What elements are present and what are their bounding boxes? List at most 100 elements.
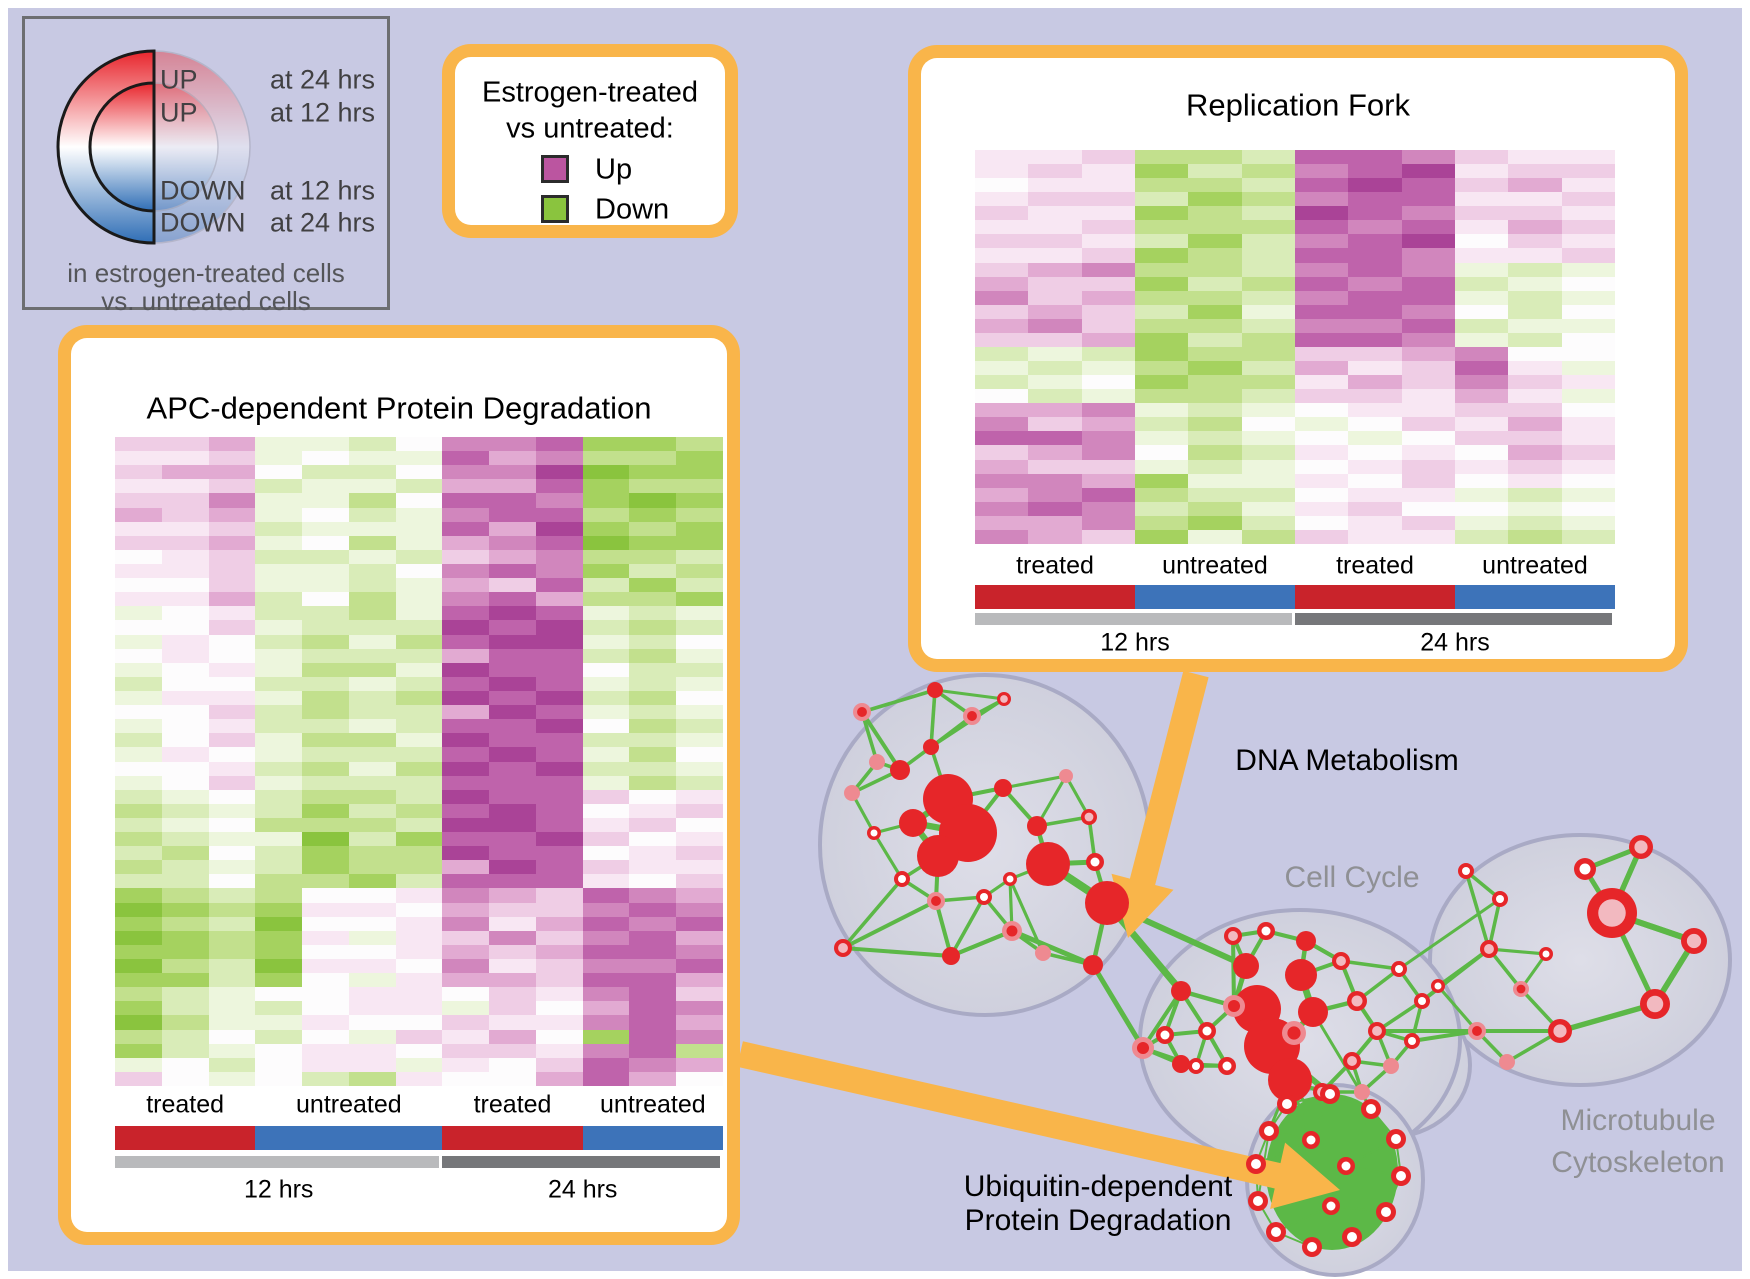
heatmap-cell	[348, 437, 396, 452]
heatmap-cell	[395, 832, 443, 847]
heatmap-cell	[208, 507, 256, 522]
heatmap-cell	[535, 1001, 583, 1016]
heatmap-cell	[1241, 248, 1295, 263]
heatmap-cell	[1241, 403, 1295, 418]
heatmap-cell	[115, 846, 162, 861]
heatmap-cell	[208, 620, 256, 635]
heatmap-cell	[1454, 332, 1509, 347]
heatmap-cell	[535, 606, 583, 621]
heatmap-cell	[255, 1043, 303, 1058]
heatmap-cell	[255, 507, 303, 522]
heatmap-cell	[535, 987, 583, 1002]
heatmap-cell	[629, 1057, 677, 1072]
heatmap-cell	[255, 1015, 303, 1030]
heatmap-cell	[348, 987, 396, 1002]
heatmap-cell	[255, 761, 303, 776]
heatmap-cell	[1081, 192, 1135, 207]
heatmap-cell	[1401, 234, 1455, 249]
heatmap-cell	[975, 304, 1029, 319]
heatmap-cell	[442, 592, 490, 607]
heatmap-cell	[1561, 318, 1615, 333]
heatmap-cell	[442, 1043, 490, 1058]
heatmap-cell	[535, 662, 583, 677]
heatmap-cell	[1294, 318, 1349, 333]
heatmap-cell	[676, 775, 723, 790]
heatmap-cell	[348, 507, 396, 522]
heatmap-cell	[535, 1071, 583, 1086]
heatmap-cell	[676, 705, 723, 720]
heatmap-cell	[442, 662, 490, 677]
heatmap-cell	[535, 578, 583, 593]
heatmap-cell	[1348, 164, 1402, 179]
heatmap-cell	[582, 437, 630, 452]
heatmap-cell	[1401, 318, 1455, 333]
heatmap-cell	[629, 676, 677, 691]
heatmap-cell	[1028, 150, 1082, 165]
heatmap-cell	[1188, 318, 1242, 333]
heatmap-cell	[1454, 234, 1509, 249]
heatmap-cell	[255, 578, 303, 593]
heatmap-cell	[1401, 304, 1455, 319]
heatmap-cell	[676, 1071, 723, 1086]
heatmap-cell	[1401, 206, 1455, 221]
heatmap-cell	[1134, 501, 1189, 516]
heatmap-cell	[161, 507, 209, 522]
heatmap-cell	[208, 902, 256, 917]
heatmap-cell	[255, 747, 303, 762]
heatmap-cell	[629, 944, 677, 960]
heatmap-cell	[676, 817, 723, 833]
heatmap-cell	[1134, 304, 1189, 319]
heatmap-cell	[442, 634, 490, 649]
updown-legend-box: Estrogen-treated vs untreated: Up Down	[455, 57, 725, 225]
heatmap-cell	[348, 832, 396, 847]
heatmap-cell	[1028, 262, 1082, 277]
heatmap-cell	[1508, 192, 1562, 207]
heatmap-cell	[302, 690, 349, 706]
heatmap-cell	[629, 888, 677, 903]
heatmap-cell	[1081, 290, 1135, 305]
heatmap-cell	[348, 874, 396, 889]
heatmap-cell	[1134, 234, 1189, 249]
heatmap-cell	[676, 578, 723, 593]
heatmap-cell	[1508, 445, 1562, 460]
heatmap-cell	[395, 1057, 443, 1072]
heatmap-cell	[582, 549, 630, 564]
heatmap-cell	[1348, 375, 1402, 390]
heatmap-cell	[395, 1015, 443, 1030]
time-bar	[115, 1156, 440, 1168]
heatmap-cell	[489, 676, 536, 691]
heatmap-cell	[1081, 515, 1135, 530]
heatmap-cell	[442, 973, 490, 988]
heatmap-cell	[582, 817, 630, 833]
heatmap-cell	[348, 493, 396, 508]
heatmap-cell	[489, 733, 536, 748]
heatmap-cell	[489, 1029, 536, 1044]
heatmap-cell	[489, 775, 536, 790]
heatmap-cell	[302, 606, 349, 621]
heatmap-cell	[1081, 417, 1135, 432]
heatmap-cell	[302, 705, 349, 720]
heatmap-cell	[255, 493, 303, 508]
heatmap-cell	[1454, 346, 1509, 362]
heatmap-cell	[1401, 346, 1455, 362]
heatmap-cell	[302, 987, 349, 1002]
heatmap-cell	[676, 733, 723, 748]
heatmap-cell	[1241, 318, 1295, 333]
heatmap-cell	[348, 634, 396, 649]
heatmap-cell	[676, 437, 723, 452]
heatmap-cell	[535, 493, 583, 508]
heatmap-cell	[442, 761, 490, 776]
heatmap-cell	[395, 973, 443, 988]
heatmap-cell	[395, 535, 443, 550]
heatmap-cell	[348, 521, 396, 536]
circle-legend-time-12b: at 12 hrs	[269, 175, 375, 206]
heatmap-cell	[629, 902, 677, 917]
time-label: 12 hrs	[1100, 628, 1170, 657]
heatmap-cell	[629, 959, 677, 974]
heatmap-cell	[629, 634, 677, 649]
heatmap-cell	[208, 549, 256, 564]
heatmap-cell	[1294, 304, 1349, 319]
heatmap-cell	[395, 874, 443, 889]
heatmap-cell	[348, 846, 396, 861]
heatmap-cell	[629, 775, 677, 790]
